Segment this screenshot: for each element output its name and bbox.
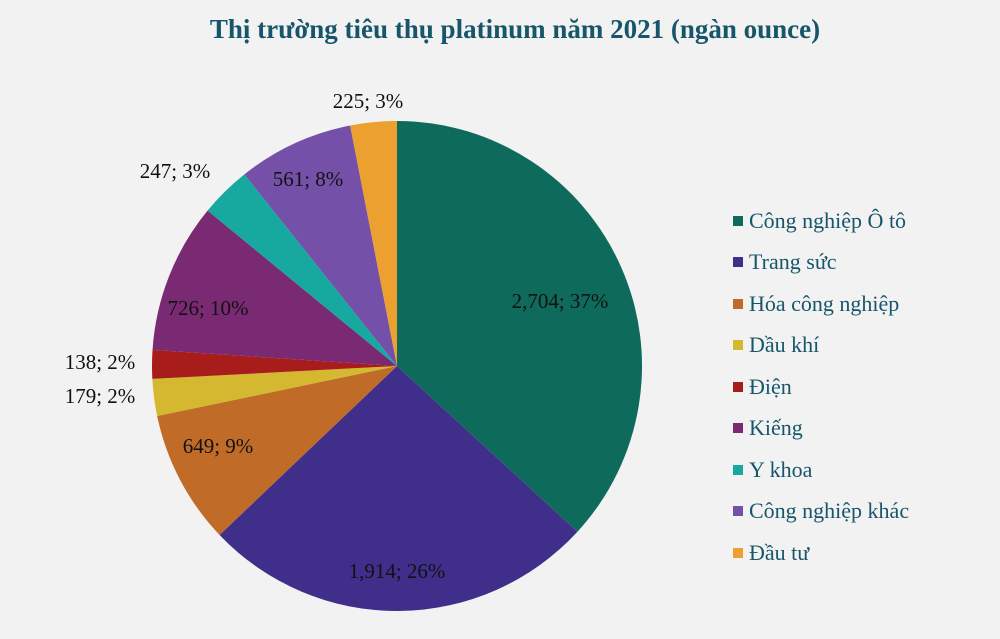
pie-slice — [219, 366, 578, 611]
chart-title: Thị trường tiêu thụ platinum năm 2021 (n… — [209, 14, 821, 44]
legend-label: Công nghiệp khác — [749, 498, 910, 524]
legend-item: Hóa công nghiệp — [733, 283, 909, 325]
legend-label: Hóa công nghiệp — [749, 290, 900, 316]
legend-item: Điện — [733, 366, 909, 408]
legend-label: Trang sức — [749, 249, 837, 275]
pie-slice — [397, 121, 642, 532]
pie-slice — [350, 121, 397, 366]
data-label: 225; 3% — [333, 89, 404, 113]
pie-slice — [207, 174, 397, 366]
data-label: 561; 8% — [273, 167, 344, 191]
pie-slice — [152, 366, 397, 417]
legend-swatch — [733, 547, 743, 558]
legend-swatch — [733, 464, 743, 475]
data-label: 726; 10% — [167, 296, 248, 320]
legend-item: Y khoa — [733, 449, 909, 491]
legend-label: Y khoa — [749, 456, 813, 482]
legend-swatch — [733, 423, 743, 434]
pie-slice — [152, 210, 397, 366]
legend-item: Trang sức — [733, 242, 909, 284]
legend-label: Điện — [749, 373, 792, 399]
legend-swatch — [733, 340, 743, 351]
legend-swatch — [733, 215, 743, 226]
data-label: 649; 9% — [183, 434, 254, 458]
legend-swatch — [733, 257, 743, 268]
pie-slice — [244, 125, 397, 366]
legend-item: Dầu khí — [733, 325, 909, 367]
pie-slice — [157, 366, 397, 535]
data-label: 247; 3% — [140, 159, 211, 183]
legend-swatch — [733, 298, 743, 309]
legend-label: Đầu tư — [749, 539, 810, 565]
legend-item: Công nghiệp Ô tô — [733, 200, 909, 242]
legend-swatch — [733, 381, 743, 392]
legend-swatch — [733, 506, 743, 517]
legend-label: Dầu khí — [749, 332, 820, 358]
data-label: 138; 2% — [65, 350, 136, 374]
pie-slice — [151, 349, 397, 379]
legend-label: Kiếng — [749, 415, 803, 441]
legend: Công nghiệp Ô tô Trang sức Hóa công nghiệp… — [733, 200, 909, 574]
data-label: 179; 2% — [65, 384, 136, 408]
data-label: 2,704; 37% — [512, 289, 609, 313]
legend-item: Kiếng — [733, 408, 909, 450]
data-label: 1,914; 26% — [349, 559, 446, 583]
legend-item: Công nghiệp khác — [733, 491, 909, 533]
legend-label: Công nghiệp Ô tô — [749, 207, 907, 233]
legend-item: Đầu tư — [733, 532, 909, 574]
